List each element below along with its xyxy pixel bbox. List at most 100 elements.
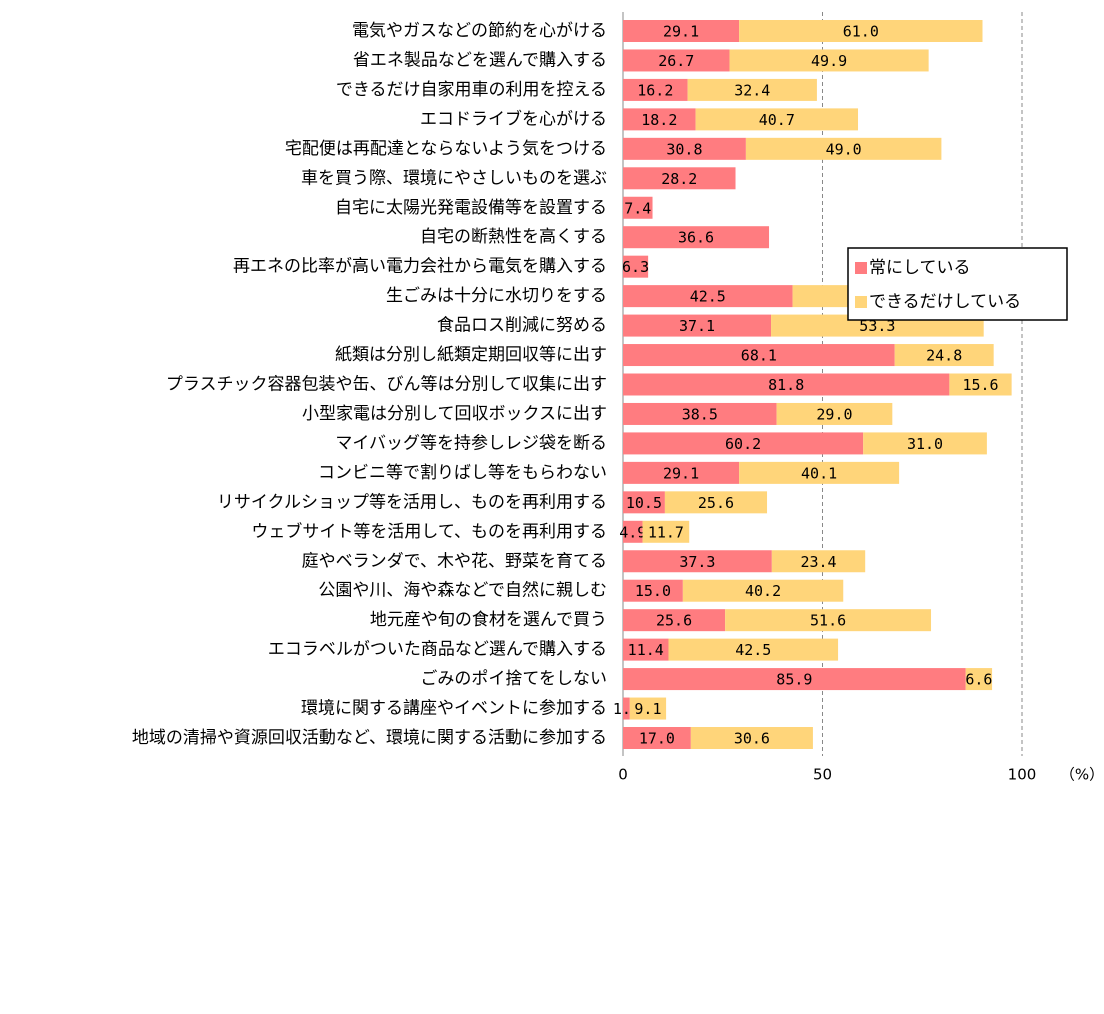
legend-label: できるだけしている [869,292,1021,312]
value-label: 40.2 [745,582,781,600]
value-label: 29.1 [663,23,699,41]
legend-box [847,247,1068,321]
legend-swatch [855,262,867,274]
bar-segment [623,697,630,720]
value-label: 15.0 [635,582,671,600]
value-label: 37.3 [679,553,715,571]
category-label: 小型家電は分別して回収ボックスに出す [302,404,607,424]
value-label: 7.4 [624,199,651,217]
category-label: できるだけ自家用車の利用を控える [336,80,607,100]
value-label: 38.5 [682,405,718,423]
bar-segment [623,727,691,749]
value-label: 37.1 [679,317,715,335]
value-label: 85.9 [776,671,812,689]
bar-segment [863,432,987,455]
category-label: 自宅に太陽光発電設備等を設置する [335,198,607,218]
value-label: 16.2 [637,81,673,99]
category-label: コンビニ等で割りばし等をもらわない [318,463,607,483]
value-label: 31.0 [907,435,943,453]
category-label: 公園や川、海や森などで自然に親しむ [318,581,607,601]
category-label: 環境に関する講座やイベントに参加する [301,699,607,719]
bar-segment [623,167,736,190]
bar-segment [729,49,929,72]
value-label: 24.8 [926,347,962,365]
bar-segment [623,638,669,661]
bar-segment [623,196,653,219]
value-label: 9.1 [634,700,661,718]
category-label: 電気やガスなどの節約を心がける [352,21,607,41]
value-label: 32.4 [734,81,770,99]
value-label: 18.2 [641,111,677,129]
bar-segment [623,255,649,278]
bar-segment [623,491,665,514]
category-label: プラスチック容器包装や缶、びん等は分別して収集に出す [166,375,607,395]
bar-segment [949,373,1012,396]
category-label: 省エネ製品などを選んで購入する [353,50,607,70]
value-label: 61.0 [843,23,879,41]
category-label: エコラベルがついた商品など選んで購入する [268,640,607,660]
value-label: 4.9 [619,523,646,541]
bar-segment [739,461,900,484]
value-label: 68.1 [741,347,777,365]
category-label: 地元産や旬の食材を選んで買う [370,610,607,630]
bar-segment [894,344,994,367]
bar-segment [623,20,740,42]
bar-segment [623,137,746,160]
bar-segment [668,638,839,661]
category-label: リサイクルショップ等を活用し、ものを再利用する [217,492,607,512]
category-label: 自宅の断熱性を高くする [420,227,607,247]
value-label: 6.3 [622,258,649,276]
value-label: 51.6 [810,612,846,630]
bar-segment [664,491,768,514]
value-label: 15.6 [962,376,998,394]
bar-segment [623,402,777,425]
bar-segment [776,402,893,425]
x-axis-unit: （%） [1060,766,1104,784]
legend-label: 常にしている [869,258,971,278]
bar-segment [682,579,844,602]
x-tick-label: 50 [813,766,832,784]
bar-segment [623,461,740,484]
bar-segment [771,550,866,573]
bar-segment [623,579,683,602]
value-label: 26.7 [658,52,694,70]
value-label: 42.5 [690,288,726,306]
legend-swatch [855,296,867,308]
bar-segment [687,78,817,101]
bar-segment [623,49,730,72]
x-tick-label: 0 [618,766,628,784]
bar-segment [623,432,864,455]
value-label: 23.4 [800,553,836,571]
bar-segment [623,108,696,131]
bar-segment [623,520,643,543]
value-label: 6.6 [965,671,992,689]
category-label: 宅配便は再配達とならないよう気をつける [285,139,607,159]
bar-segment [623,373,950,396]
bar-segment [623,668,966,691]
bar-segment [725,609,932,632]
value-label: 29.1 [663,464,699,482]
category-label: 地域の清掃や資源回収活動など、環境に関する活動に参加する [132,728,607,748]
value-label: 29.0 [816,405,852,423]
value-label: 11.4 [628,641,664,659]
bar-segment [623,78,688,101]
value-label: 49.0 [826,140,862,158]
bar-segment [690,727,813,749]
value-label: 42.5 [735,641,771,659]
category-label: 紙類は分別し紙類定期回収等に出す [335,345,607,365]
bar-segment [642,520,690,543]
value-label: 40.1 [801,464,837,482]
category-label: 再エネの比率が高い電力会社から電気を購入する [233,257,607,277]
category-label: マイバッグ等を持参しレジ袋を断る [335,433,607,453]
category-label: 生ごみは十分に水切りをする [386,286,607,306]
value-label: 28.2 [661,170,697,188]
bar-segment [623,550,772,573]
value-label: 81.8 [768,376,804,394]
value-label: 60.2 [725,435,761,453]
bar-segment [965,668,993,691]
bar-segment [695,108,859,131]
value-label: 25.6 [656,612,692,630]
bar-segment [739,20,983,42]
